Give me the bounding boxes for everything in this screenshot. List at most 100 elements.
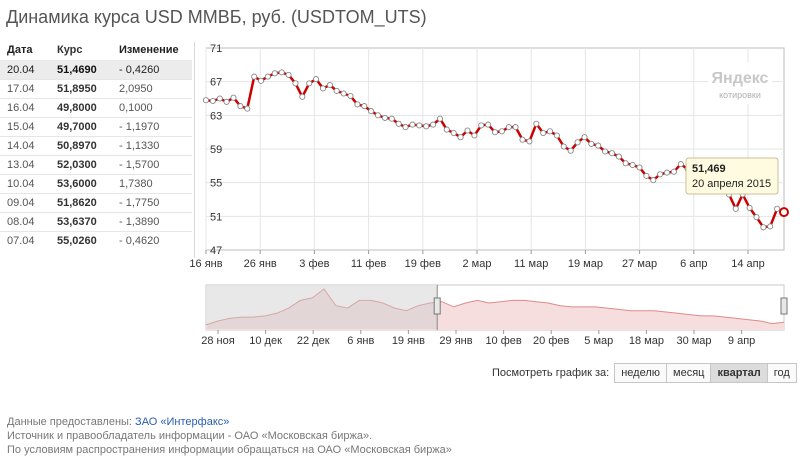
data-point <box>663 169 671 176</box>
data-point <box>670 168 677 175</box>
row-date: 10.04 <box>0 174 55 194</box>
data-point <box>436 115 444 122</box>
navigator-right-handle <box>780 297 788 315</box>
data-point <box>443 126 450 133</box>
navigator-tick-label: 6 янв <box>347 335 374 347</box>
range-quarter-button[interactable]: квартал <box>710 363 768 383</box>
row-rate: 49,8000 <box>55 98 113 118</box>
row-rate: 51,8620 <box>55 193 113 213</box>
navigator-area <box>206 288 784 330</box>
y-tick-label: 71 <box>210 43 222 55</box>
data-point <box>650 177 657 184</box>
navigator-tick-label: 22 дек <box>297 335 330 347</box>
row-change: - 1,7750 <box>113 193 192 213</box>
y-tick-label: 59 <box>210 144 222 156</box>
row-date: 13.04 <box>0 155 55 175</box>
row-change: - 0,4260 <box>113 60 192 80</box>
range-month-button[interactable]: месяц <box>666 363 712 383</box>
table-row[interactable]: 17.04 51,8950 2,0950 <box>0 79 192 99</box>
y-tick-label: 51 <box>210 211 222 223</box>
data-point <box>774 205 781 212</box>
y-tick-label: 47 <box>210 245 222 257</box>
data-point <box>333 87 340 94</box>
range-controls: Посмотреть график за: неделю месяц кварт… <box>492 363 797 383</box>
data-point <box>505 124 512 131</box>
navigator-tick-label: 9 апр <box>728 335 755 347</box>
data-point <box>491 129 499 136</box>
data-point <box>278 69 285 76</box>
table-row[interactable]: 10.04 53,6000 1,7380 <box>0 174 192 194</box>
data-point <box>636 164 643 171</box>
data-point <box>368 108 375 115</box>
range-navigator[interactable]: 28 ноя 10 дек 22 дек 6 янв 19 янв 29 янв 10 фе… <box>201 284 788 347</box>
row-date: 14.04 <box>0 136 55 156</box>
data-point <box>374 112 382 119</box>
row-change: 1,7380 <box>113 174 192 194</box>
row-change: - 0,4620 <box>113 231 192 250</box>
table-row[interactable]: 09.04 51,8620- 1,7750 <box>0 193 192 213</box>
data-point <box>264 73 271 80</box>
data-point <box>498 128 505 135</box>
data-point <box>313 76 320 83</box>
tooltip-value: 51,469 <box>692 163 726 175</box>
data-point <box>643 172 650 179</box>
row-date: 15.04 <box>0 117 55 137</box>
row-change: 2,0950 <box>113 79 192 99</box>
tooltip-date: 20 апреля 2015 <box>692 178 771 190</box>
x-tick-label: 16 янв <box>189 258 222 270</box>
data-point <box>560 143 567 150</box>
table-row[interactable]: 14.04 50,8970- 1,1330 <box>0 136 192 156</box>
row-date: 16.04 <box>0 98 55 118</box>
row-rate: 49,7000 <box>55 117 113 137</box>
chart-title: Динамика курса USD ММВБ, руб. (USDTOM_UT… <box>6 7 427 27</box>
data-point <box>602 148 609 155</box>
table-row[interactable]: 15.04 49,7000- 1,1970 <box>0 117 192 137</box>
data-point <box>230 94 237 101</box>
navigator-tick-label: 28 ноя <box>201 335 234 347</box>
data-point <box>326 81 333 89</box>
range-week-button[interactable]: неделю <box>614 363 668 383</box>
data-point <box>657 171 664 178</box>
data-point <box>767 223 774 230</box>
highlight-point <box>779 207 789 218</box>
y-tick-label: 63 <box>210 110 222 122</box>
table-divider <box>194 42 195 258</box>
footer-source-label: Данные предоставлены: <box>7 416 136 428</box>
data-point <box>299 93 306 100</box>
x-tick-label: 11 мар <box>514 258 548 270</box>
data-point <box>526 138 533 145</box>
rates-table-header: Дата Курс Изменение <box>0 40 192 61</box>
data-point <box>608 150 616 157</box>
data-point <box>423 123 430 130</box>
table-row[interactable]: 16.04 49,8000 0,1000 <box>0 98 192 118</box>
row-change: - 1,3890 <box>113 212 192 232</box>
range-year-button[interactable]: год <box>766 363 797 383</box>
data-point <box>512 124 519 131</box>
table-row[interactable]: 13.04 52,0300- 1,5700 <box>0 155 192 175</box>
table-row[interactable]: 08.04 53,6370- 1,3890 <box>0 212 192 232</box>
y-tick-label: 67 <box>210 77 222 89</box>
data-point <box>223 98 230 105</box>
footer-source-link[interactable]: ЗАО «Интерфакс» <box>135 416 230 428</box>
footer: Данные предоставлены: ЗАО «Интерфакс» Ис… <box>7 415 452 457</box>
x-tick-label: 6 апр <box>680 258 707 270</box>
data-point <box>760 224 767 231</box>
data-point <box>485 121 492 128</box>
x-axis-labels: 16 янв 26 янв 3 фев 11 фев 19 фев 2 мар 11 мар… <box>189 258 764 270</box>
x-tick-label: 14 апр <box>731 258 764 270</box>
data-point <box>553 132 560 139</box>
data-point <box>388 115 395 122</box>
plot-grid <box>205 47 785 254</box>
data-point <box>361 103 368 110</box>
table-row[interactable]: 20.04 51,4690- 0,4260 <box>0 60 192 80</box>
x-tick-label: 27 мар <box>622 258 657 270</box>
navigator-tick-label: 19 янв <box>392 335 425 347</box>
data-point <box>629 161 636 169</box>
table-row[interactable]: 07.04 55,0260- 0,4620 <box>0 231 192 250</box>
rates-table: Дата Курс Изменение 20.04 51,4690- 0,4260… <box>0 40 192 250</box>
data-point <box>271 70 278 77</box>
x-tick-label: 19 мар <box>568 258 603 270</box>
data-point <box>732 205 739 212</box>
data-point <box>546 128 554 135</box>
